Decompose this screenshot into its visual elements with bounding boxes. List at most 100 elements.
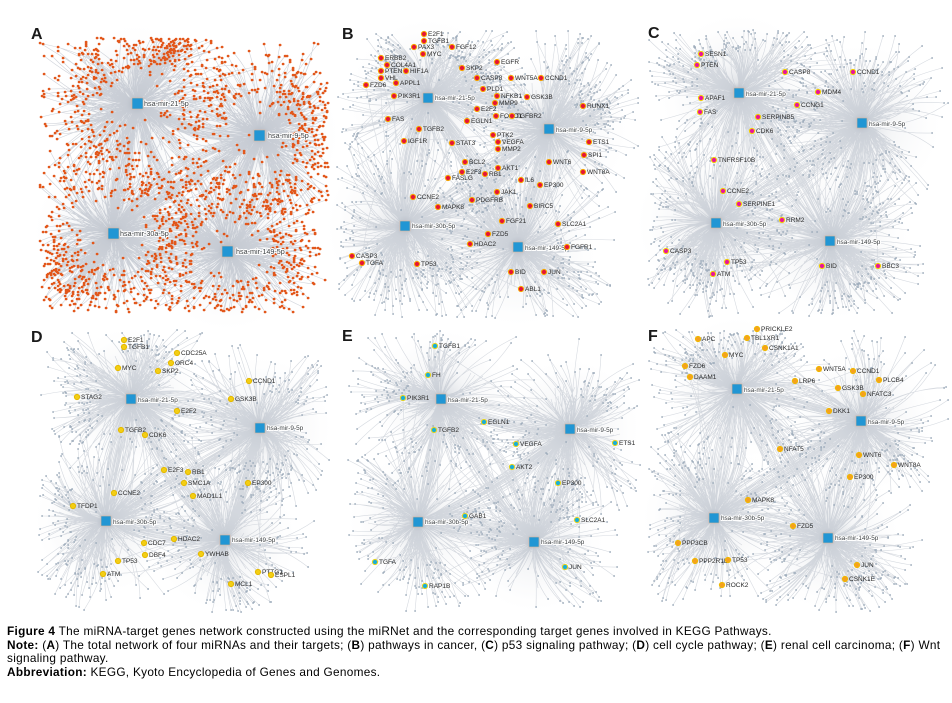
- svg-text:CASP8: CASP8: [789, 69, 811, 76]
- svg-text:PRICKLE2: PRICKLE2: [761, 326, 793, 333]
- svg-text:VEGFA: VEGFA: [502, 139, 524, 146]
- svg-text:hsa-mir-21-5p: hsa-mir-21-5p: [144, 99, 189, 108]
- svg-text:PDGFRB: PDGFRB: [476, 197, 503, 204]
- svg-text:GAB1: GAB1: [469, 513, 487, 520]
- svg-text:MYC: MYC: [427, 51, 442, 58]
- svg-text:SERPINB5: SERPINB5: [762, 114, 795, 121]
- svg-text:BBC3: BBC3: [882, 263, 899, 270]
- svg-text:TGFB1: TGFB1: [439, 343, 460, 350]
- svg-text:C: C: [648, 25, 660, 42]
- svg-text:ETS1: ETS1: [619, 440, 636, 447]
- svg-text:AKT1: AKT1: [502, 165, 519, 172]
- svg-text:hsa-mir-149-5p: hsa-mir-149-5p: [236, 247, 285, 256]
- svg-text:hsa-mir-21-5p: hsa-mir-21-5p: [435, 95, 475, 102]
- svg-text:RAP1B: RAP1B: [429, 583, 450, 590]
- svg-text:PPP3CB: PPP3CB: [682, 540, 708, 547]
- svg-text:ROCK2: ROCK2: [726, 582, 749, 589]
- svg-text:TBL1XR1: TBL1XR1: [751, 335, 780, 342]
- svg-text:GSK3B: GSK3B: [842, 385, 864, 392]
- svg-text:MYC: MYC: [122, 365, 137, 372]
- svg-text:BCL2: BCL2: [469, 159, 486, 166]
- svg-text:JUN: JUN: [569, 564, 582, 571]
- svg-text:NFAT5: NFAT5: [784, 446, 804, 453]
- svg-text:hsa-mir-30b-5p: hsa-mir-30b-5p: [412, 223, 456, 230]
- svg-text:HDAC2: HDAC2: [474, 241, 496, 248]
- svg-text:hsa-mir-30b-5p: hsa-mir-30b-5p: [113, 519, 157, 526]
- svg-text:JUN: JUN: [548, 269, 561, 276]
- svg-text:TP53: TP53: [732, 557, 748, 564]
- svg-text:E: E: [342, 328, 353, 345]
- svg-text:SMC1A: SMC1A: [188, 480, 211, 487]
- svg-text:STAG2: STAG2: [81, 394, 102, 401]
- svg-text:F: F: [648, 328, 658, 345]
- svg-text:TGFB2: TGFB2: [438, 427, 459, 434]
- svg-text:SERPINE1: SERPINE1: [743, 201, 776, 208]
- svg-text:ESPL1: ESPL1: [275, 572, 296, 579]
- svg-text:hsa-mir-21-5p: hsa-mir-21-5p: [448, 397, 488, 404]
- svg-text:VHL: VHL: [385, 75, 398, 82]
- svg-text:WNT8A: WNT8A: [587, 169, 610, 176]
- svg-text:hsa-mir-9-5p: hsa-mir-9-5p: [869, 121, 906, 128]
- svg-text:hsa-mir-149-5p: hsa-mir-149-5p: [835, 535, 879, 542]
- svg-text:FH: FH: [432, 372, 441, 379]
- svg-text:MAD1L1: MAD1L1: [197, 493, 223, 500]
- svg-text:IL6: IL6: [525, 177, 534, 184]
- svg-text:TGFA: TGFA: [366, 260, 384, 267]
- svg-text:FGFR1: FGFR1: [571, 244, 593, 251]
- svg-text:MMP9: MMP9: [499, 100, 518, 107]
- svg-text:EP300: EP300: [854, 474, 874, 481]
- svg-text:E2F1: E2F1: [128, 337, 144, 344]
- svg-text:GSK3B: GSK3B: [531, 94, 553, 101]
- svg-text:TGFBR2: TGFBR2: [516, 113, 542, 120]
- svg-text:BID: BID: [515, 269, 526, 276]
- svg-text:EGLN1: EGLN1: [488, 419, 510, 426]
- svg-text:MAPK8: MAPK8: [442, 204, 464, 211]
- svg-text:IGF1R: IGF1R: [408, 138, 427, 145]
- svg-text:ERBB2: ERBB2: [385, 55, 407, 62]
- svg-text:B: B: [342, 26, 354, 43]
- svg-text:PLCB4: PLCB4: [883, 377, 904, 384]
- svg-text:TGFA: TGFA: [379, 559, 397, 566]
- svg-text:D: D: [31, 329, 43, 346]
- svg-text:DAAM1: DAAM1: [694, 374, 717, 381]
- svg-text:TGFB2: TGFB2: [125, 427, 146, 434]
- svg-text:TNFRSF10B: TNFRSF10B: [718, 157, 755, 164]
- svg-text:E2F3: E2F3: [466, 169, 482, 176]
- svg-text:CCNE2: CCNE2: [727, 188, 749, 195]
- svg-text:GSK3B: GSK3B: [235, 396, 257, 403]
- svg-text:PIK3R1: PIK3R1: [398, 93, 421, 100]
- svg-text:hsa-mir-30b-5p: hsa-mir-30b-5p: [425, 519, 469, 526]
- svg-text:WNT6: WNT6: [863, 452, 882, 459]
- svg-text:SLC2A1: SLC2A1: [562, 221, 587, 228]
- svg-text:EP300: EP300: [544, 182, 564, 189]
- svg-text:EGFR: EGFR: [501, 59, 519, 66]
- svg-text:FZD5: FZD5: [797, 523, 814, 530]
- svg-text:FASLG: FASLG: [452, 175, 473, 182]
- svg-text:PTK2: PTK2: [497, 132, 514, 139]
- svg-text:HDAC2: HDAC2: [178, 536, 200, 543]
- svg-text:BIRC5: BIRC5: [534, 203, 554, 210]
- svg-text:hsa-mir-9-5p: hsa-mir-9-5p: [267, 425, 304, 432]
- svg-text:hsa-mir-30b-5p: hsa-mir-30b-5p: [721, 515, 765, 522]
- svg-text:TGFB1: TGFB1: [428, 38, 449, 45]
- svg-text:FZD5: FZD5: [492, 231, 509, 238]
- svg-text:MYC: MYC: [729, 352, 744, 359]
- svg-text:MMP2: MMP2: [502, 146, 521, 153]
- svg-text:EGLN1: EGLN1: [471, 118, 493, 125]
- svg-text:FAS: FAS: [704, 109, 717, 116]
- svg-text:STAT3: STAT3: [456, 140, 476, 147]
- svg-text:hsa-mir-30b-5p: hsa-mir-30b-5p: [723, 221, 767, 228]
- svg-text:CCND1: CCND1: [857, 368, 880, 375]
- svg-text:ATM: ATM: [717, 271, 730, 278]
- svg-text:hsa-mir-9-5p: hsa-mir-9-5p: [577, 427, 614, 434]
- svg-text:TGFB1: TGFB1: [128, 344, 149, 351]
- svg-text:hsa-mir-30a-5p: hsa-mir-30a-5p: [120, 229, 169, 238]
- svg-text:TP53: TP53: [731, 259, 747, 266]
- svg-text:E2F2: E2F2: [181, 408, 197, 415]
- svg-text:PAX3: PAX3: [418, 44, 435, 51]
- svg-text:hsa-mir-9-5p: hsa-mir-9-5p: [556, 127, 593, 134]
- svg-text:CDC25A: CDC25A: [181, 350, 207, 357]
- svg-text:EP300: EP300: [562, 480, 582, 487]
- svg-text:SKP2: SKP2: [162, 368, 179, 375]
- svg-text:APPL1: APPL1: [400, 80, 421, 87]
